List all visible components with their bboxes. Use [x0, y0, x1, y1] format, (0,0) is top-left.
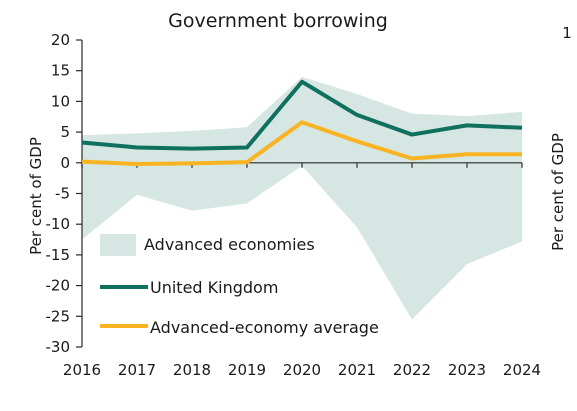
y-tick-label: -20 — [46, 277, 71, 295]
y-tick-label: -10 — [46, 215, 71, 233]
y-tick-label: -25 — [46, 307, 71, 325]
x-tick-label: 2019 — [228, 361, 266, 379]
x-tick-label: 2020 — [283, 361, 321, 379]
x-tick-label: 2021 — [338, 361, 376, 379]
legend-label-advanced-economy-average: Advanced-economy average — [150, 318, 379, 337]
y-tick-label: -30 — [46, 338, 71, 356]
y-tick-label: 15 — [51, 62, 70, 80]
legend: Advanced economies United Kingdom Advanc… — [100, 234, 379, 337]
x-tick-label: 2017 — [118, 361, 156, 379]
advanced-economy-average-line — [81, 120, 522, 167]
advanced-economies-band — [82, 76, 522, 320]
y-tick-label: 5 — [60, 123, 70, 141]
band-layer — [82, 76, 522, 320]
y-tick-label: 20 — [51, 31, 70, 49]
y-tick-label: 10 — [51, 92, 70, 110]
y-axis-title: Per cent of GDP — [27, 137, 45, 255]
x-tick-labels: 2016 2017 2018 2019 2020 2021 2022 2023 2024 — [63, 361, 541, 379]
x-tick-label: 2018 — [173, 361, 211, 379]
y-tick-labels: 20 15 10 5 0 -5 -10 -15 -20 -25 -30 — [46, 31, 71, 356]
y-tick-label: -15 — [46, 246, 71, 264]
series-layer — [81, 79, 523, 167]
right-axis-top-label: 1 — [562, 24, 572, 42]
x-tick-label: 2024 — [503, 361, 541, 379]
legend-swatch-advanced-economies — [100, 234, 136, 256]
x-tick-label: 2022 — [393, 361, 431, 379]
x-tick-label: 2016 — [63, 361, 101, 379]
legend-label-united-kingdom: United Kingdom — [150, 278, 278, 297]
chart-title: Government borrowing — [168, 10, 388, 32]
x-tick-label: 2023 — [448, 361, 486, 379]
y-tick-label: -5 — [55, 185, 70, 203]
legend-label-advanced-economies: Advanced economies — [144, 235, 315, 254]
y-axis-title-right: Per cent of GDP — [549, 133, 567, 251]
united-kingdom-line — [81, 79, 523, 151]
y-tick-label: 0 — [60, 154, 70, 172]
